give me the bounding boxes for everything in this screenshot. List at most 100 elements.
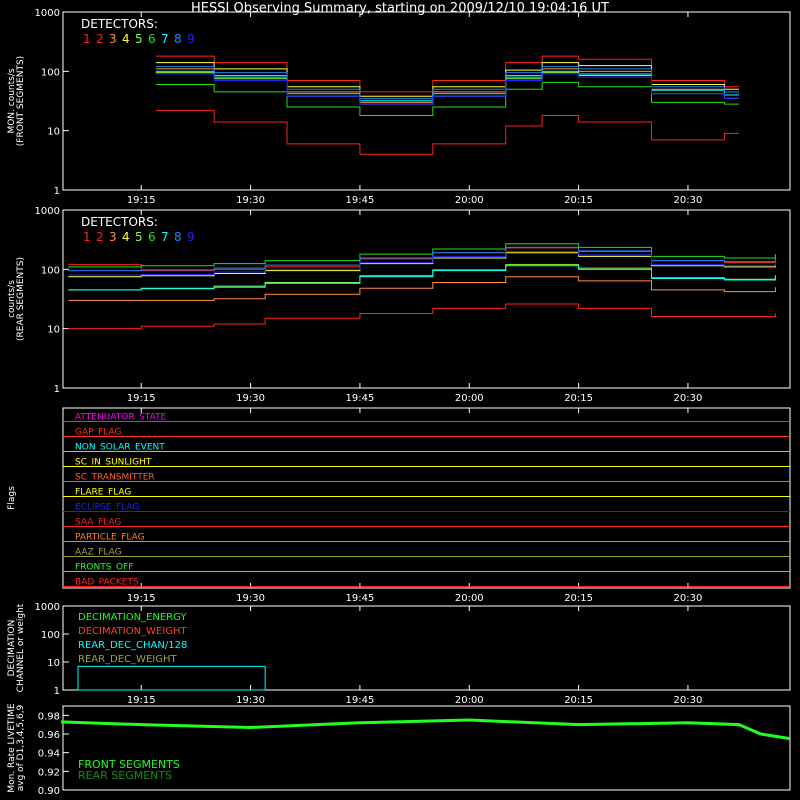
x-tick-label-flags: 19:30 xyxy=(236,593,265,604)
x-tick-label-front: 19:30 xyxy=(236,195,265,206)
legend-label-3: 3 xyxy=(109,230,117,244)
y-tick-label-front: 1000 xyxy=(35,8,60,19)
detector-3-line xyxy=(68,276,776,301)
y-tick-label-rear: 100 xyxy=(41,265,60,276)
y-tick-label-decimation: 10 xyxy=(47,658,60,669)
plot-frame-livetime xyxy=(62,705,791,791)
decimation-box xyxy=(77,665,266,691)
plot-frame-front xyxy=(62,11,791,191)
y-tick-label-livetime: 0.96 xyxy=(38,730,60,741)
y-axis-label-decimation: DECIMATION xyxy=(7,620,17,677)
y-axis-label-livetime: avg of D1,3,4,5,6,9 xyxy=(16,704,26,791)
flag-label: NON_SOLAR_EVENT xyxy=(75,443,165,453)
detector-2-line xyxy=(155,109,739,155)
legend-label-8: 8 xyxy=(174,230,182,244)
flag-label: BAD_PACKETS xyxy=(75,578,139,588)
detector-8-line xyxy=(68,246,776,272)
x-tick-label-rear: 19:15 xyxy=(127,393,156,404)
x-tick-label-decimation: 19:15 xyxy=(127,695,156,706)
x-tick-label-rear: 20:30 xyxy=(674,393,703,404)
y-tick-label-livetime: 0.90 xyxy=(38,786,60,797)
detector-9-line xyxy=(68,250,776,276)
legend-label-5: 5 xyxy=(135,32,143,46)
x-tick-label-rear: 20:15 xyxy=(564,393,593,404)
flag-label: FLARE_FLAG xyxy=(75,488,131,498)
legend-label-2: 2 xyxy=(96,230,104,244)
decimation-legend-item: REAR_DEC_CHAN/128 xyxy=(78,640,187,651)
legend-label-8: 8 xyxy=(174,32,182,46)
flag-label: AAZ_FLAG xyxy=(75,548,122,558)
y-tick-label-front: 10 xyxy=(47,127,60,138)
x-tick-label-flags: 20:30 xyxy=(674,593,703,604)
x-tick-label-rear: 19:45 xyxy=(346,393,375,404)
x-tick-label-front: 20:30 xyxy=(674,195,703,206)
x-tick-label-decimation: 19:45 xyxy=(346,695,375,706)
legend-title-rear: DETECTORS: xyxy=(81,215,158,229)
detector-2-line xyxy=(68,303,776,330)
y-tick-label-rear: 1 xyxy=(54,384,60,395)
y-tick-label-rear: 10 xyxy=(47,325,60,336)
legend-label-3: 3 xyxy=(109,32,117,46)
y-tick-label-decimation: 1 xyxy=(54,686,60,697)
plot-frame-decimation xyxy=(62,605,791,691)
legend-label-4: 4 xyxy=(122,32,130,46)
legend-label-5: 5 xyxy=(135,230,143,244)
y-tick-label-front: 100 xyxy=(41,67,60,78)
legend-label-1: 1 xyxy=(83,230,91,244)
x-tick-label-decimation: 20:00 xyxy=(455,695,484,706)
x-tick-label-decimation: 20:15 xyxy=(564,695,593,706)
y-tick-label-front: 1 xyxy=(54,186,60,197)
x-tick-label-front: 20:00 xyxy=(455,195,484,206)
legend-label-7: 7 xyxy=(161,230,169,244)
legend-label-4: 4 xyxy=(122,230,130,244)
y-tick-label-decimation: 1000 xyxy=(35,602,60,613)
y-axis-label-livetime: Mon. Rate LIVETIME xyxy=(7,703,17,793)
flag-label: SC_TRANSMITTER xyxy=(75,473,155,483)
y-axis-label-rear: counts/s xyxy=(7,280,17,318)
legend-label-2: 2 xyxy=(96,32,104,46)
y-axis-label-front: MON. counts/s xyxy=(7,68,17,133)
x-tick-label-front: 20:15 xyxy=(564,195,593,206)
livetime-front-line xyxy=(61,718,791,741)
legend-label-6: 6 xyxy=(148,32,156,46)
y-tick-label-livetime: 0.94 xyxy=(38,749,60,760)
x-tick-label-rear: 20:00 xyxy=(455,393,484,404)
flag-label: ATTENUATOR_STATE xyxy=(75,413,167,423)
detector-1-line xyxy=(68,247,776,272)
flag-label: ECLIPSE_FLAG xyxy=(75,503,139,513)
x-tick-label-flags: 20:15 xyxy=(564,593,593,604)
x-tick-label-decimation: 19:30 xyxy=(236,695,265,706)
decimation-legend-item: DECIMATION_ENERGY xyxy=(78,612,187,623)
x-tick-label-decimation: 20:30 xyxy=(674,695,703,706)
plot-frame-flags xyxy=(62,407,791,589)
legend-label-9: 9 xyxy=(187,32,195,46)
flag-label: FRONTS_OFF xyxy=(75,563,133,573)
detector-6-line xyxy=(68,243,776,268)
flag-label: SAA_FLAG xyxy=(75,518,121,528)
flag-label: GAP_FLAG xyxy=(75,428,121,438)
plot-frame-rear xyxy=(62,209,791,389)
detector-5-line xyxy=(68,264,776,291)
y-axis-label-rear: (REAR SEGMENTS) xyxy=(16,257,26,341)
legend-label-7: 7 xyxy=(161,32,169,46)
livetime-legend-item: FRONT SEGMENTS xyxy=(78,758,180,771)
livetime-legend-item: REAR SEGMENTS xyxy=(78,769,172,782)
y-tick-label-livetime: 0.92 xyxy=(38,767,60,778)
x-tick-label-rear: 19:30 xyxy=(236,393,265,404)
decimation-legend-item: REAR_DEC_WEIGHT xyxy=(78,654,177,665)
detector-9-line xyxy=(155,73,739,105)
x-tick-label-flags: 20:00 xyxy=(455,593,484,604)
decimation-legend-item: DECIMATION_WEIGHT xyxy=(78,626,187,637)
legend-label-9: 9 xyxy=(187,230,195,244)
detector-7-line xyxy=(68,265,776,291)
legend-label-1: 1 xyxy=(83,32,91,46)
y-axis-label-front: (FRONT SEGMENTS) xyxy=(16,56,26,146)
y-axis-label-decimation: CHANNEL or weight xyxy=(16,603,26,692)
flag-label: PARTICLE_FLAG xyxy=(75,533,145,543)
legend-label-6: 6 xyxy=(148,230,156,244)
x-tick-label-front: 19:15 xyxy=(127,195,156,206)
x-tick-label-flags: 19:15 xyxy=(127,593,156,604)
x-tick-label-flags: 19:45 xyxy=(346,593,375,604)
y-tick-label-decimation: 100 xyxy=(41,630,60,641)
